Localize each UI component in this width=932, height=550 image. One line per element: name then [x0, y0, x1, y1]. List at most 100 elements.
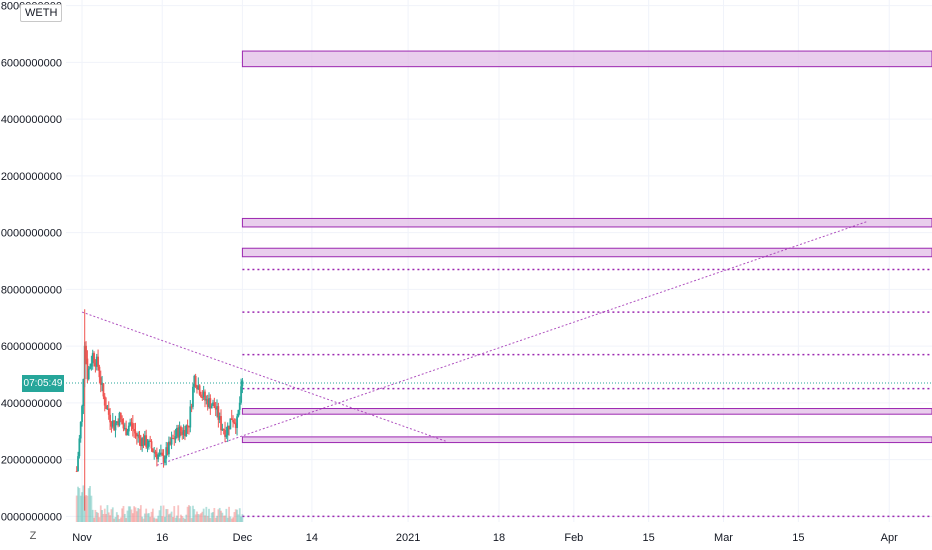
candle-body — [103, 396, 106, 406]
candle-body — [174, 436, 177, 440]
x-tick-label: 14 — [306, 532, 318, 544]
volume-bar — [220, 510, 222, 522]
candle-body — [232, 419, 234, 423]
candle-body — [149, 440, 152, 442]
price-zone-rect[interactable] — [241, 436, 932, 444]
candle-body — [226, 425, 229, 435]
volume-bar — [178, 518, 181, 522]
volume-bar — [143, 513, 146, 522]
volume-bar — [105, 513, 107, 522]
volume-bar — [115, 512, 118, 522]
volume-bar — [135, 511, 138, 522]
candle-body — [198, 385, 201, 395]
volume-bar — [95, 512, 98, 522]
candle-body — [217, 406, 220, 420]
price-zone-rect[interactable] — [241, 408, 932, 415]
candle-body — [78, 438, 81, 457]
candle-body — [214, 407, 217, 410]
candle-body — [147, 440, 150, 447]
y-tick-label: 0.2000000000 — [0, 455, 62, 467]
price-zone-rect[interactable] — [241, 247, 932, 258]
volume-bar — [172, 517, 174, 522]
volume-bar — [226, 517, 229, 522]
price-zone-rect[interactable] — [241, 50, 932, 68]
volume-bar — [82, 485, 85, 522]
candle-body — [178, 426, 181, 438]
candle-body — [188, 425, 190, 428]
volume-bar — [205, 506, 208, 522]
volume-bar — [146, 513, 149, 522]
volume-bar — [91, 509, 94, 522]
candle-body — [225, 434, 228, 437]
candle-body — [94, 362, 97, 367]
candle-body — [224, 430, 226, 437]
zone-drawings[interactable] — [241, 50, 932, 444]
trendline[interactable] — [156, 220, 869, 466]
candle-body — [129, 422, 132, 426]
candle-body — [154, 451, 157, 454]
candle-body — [153, 451, 156, 453]
trendline[interactable] — [81, 311, 446, 442]
candle-body — [184, 429, 186, 437]
price-zone-rect[interactable] — [241, 217, 932, 228]
candle-body — [87, 368, 90, 380]
volume-bar — [233, 512, 236, 522]
symbol-badge[interactable]: WETH — [20, 4, 63, 22]
candle-body — [142, 438, 145, 446]
volume-bar — [102, 513, 105, 522]
volume-bar — [208, 508, 210, 522]
volume-bar — [224, 515, 226, 522]
candle-body — [208, 398, 210, 408]
candle-body — [218, 416, 221, 420]
volume-bar — [93, 517, 95, 522]
candle-body — [201, 396, 204, 398]
volume-bar — [147, 513, 150, 522]
candle-body — [143, 435, 146, 446]
candle-body — [241, 380, 244, 387]
candle-body — [236, 416, 238, 428]
volume-bar — [173, 506, 176, 522]
volume-bars — [75, 485, 244, 522]
y-tick-label: 0.8000000000 — [0, 284, 62, 296]
volume-bar — [145, 508, 148, 522]
countdown-timer-label: 07:05:49 — [22, 375, 64, 392]
candle-body — [105, 405, 107, 409]
time-axis[interactable]: Nov16Dec14202118Feb15Mar15Apr12 — [72, 532, 932, 544]
volume-bar — [142, 518, 145, 522]
candle-body — [209, 398, 212, 409]
volume-bar — [237, 514, 240, 522]
candle-body — [192, 386, 194, 407]
candle-body — [110, 422, 113, 427]
volume-bar — [87, 488, 90, 522]
x-tick-label: 15 — [643, 532, 655, 544]
grid-lines — [66, 0, 932, 522]
auto-scale-button[interactable]: Z — [29, 530, 37, 542]
candle-body — [206, 399, 209, 408]
volume-bar — [204, 515, 206, 522]
volume-bar — [238, 508, 241, 522]
candle-body — [82, 379, 85, 407]
candle-body — [146, 446, 149, 448]
volume-bar — [197, 514, 200, 522]
volume-bar — [189, 506, 192, 522]
price-axis[interactable]: 1.80000000001.60000000001.40000000001.20… — [0, 1, 62, 524]
volume-bar — [127, 506, 130, 522]
volume-bar — [212, 512, 214, 522]
candle-body — [97, 356, 99, 367]
volume-bar — [165, 509, 168, 522]
candle-body — [185, 425, 188, 437]
volume-bar — [134, 507, 137, 522]
trendlines[interactable] — [81, 220, 869, 466]
x-tick-label: Feb — [564, 532, 583, 544]
candle-body — [237, 409, 240, 417]
volume-bar — [217, 509, 220, 522]
candle-body — [173, 438, 176, 440]
candle-body — [134, 431, 137, 434]
candle-body — [222, 429, 225, 431]
volume-bar — [99, 505, 102, 522]
candle-body — [181, 431, 184, 435]
volume-bar — [94, 509, 97, 522]
candlesticks — [75, 309, 244, 511]
volume-bar — [194, 514, 197, 522]
